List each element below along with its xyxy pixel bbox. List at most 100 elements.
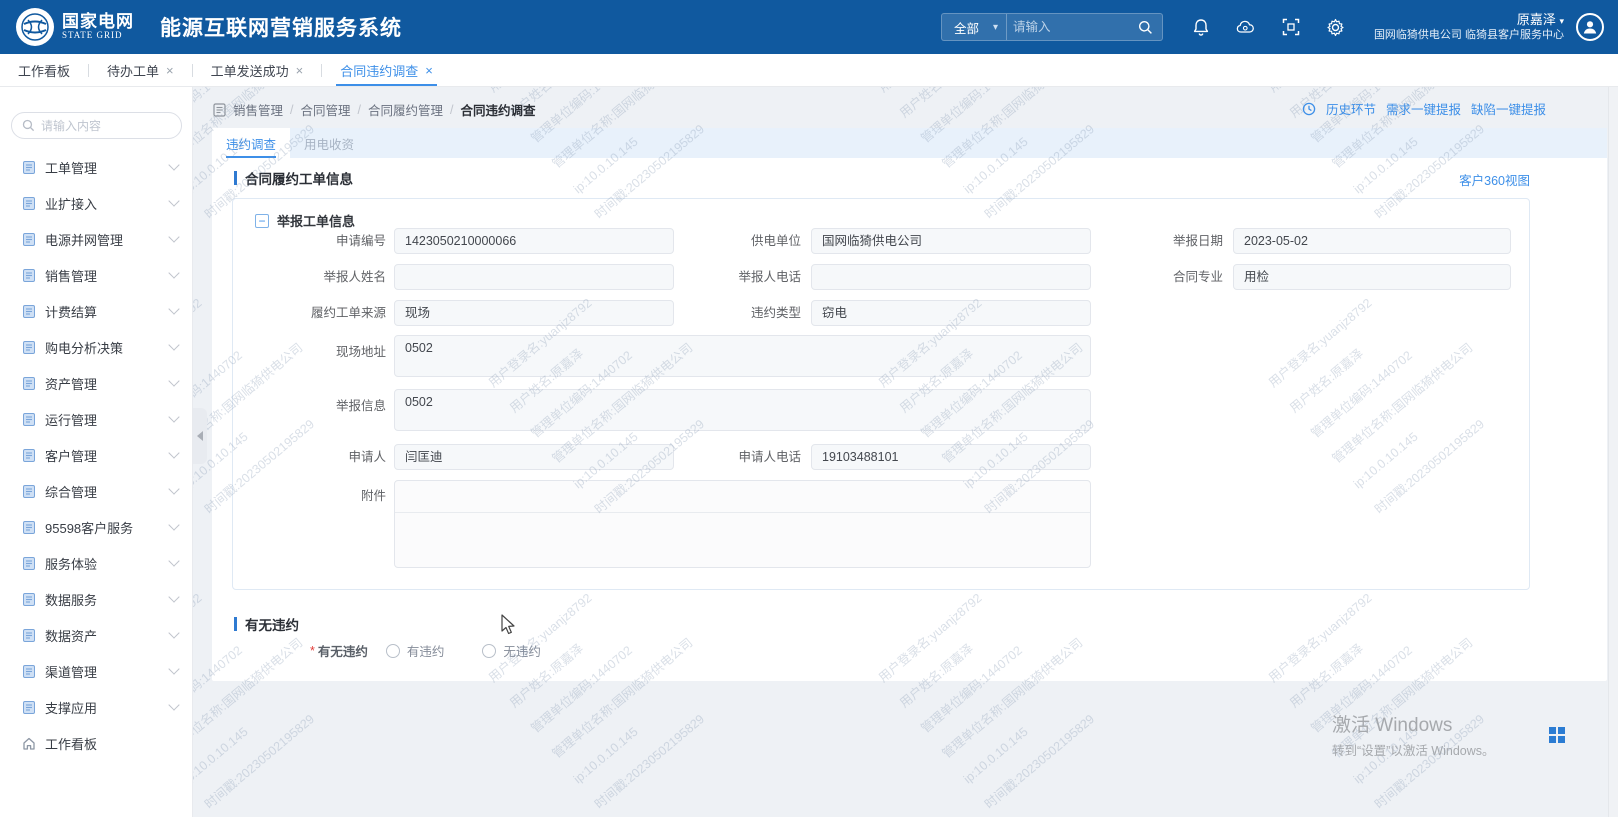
sidebar-item-label: 资产管理: [45, 376, 98, 392]
field-textarea-report-info[interactable]: 0502: [394, 389, 1091, 431]
field-input-order-source[interactable]: 现场: [394, 300, 674, 326]
field-input-breach-type[interactable]: 窃电: [811, 300, 1091, 326]
document-icon: [23, 700, 35, 714]
field-input-apply-no[interactable]: 1423050210000066: [394, 228, 674, 254]
sidebar-item-10[interactable]: 95598客户服务: [0, 509, 192, 545]
field-label-apply-no: 申请编号: [335, 234, 386, 248]
sidebar-item-8[interactable]: 客户管理: [0, 437, 192, 473]
user-org: 国网临猗供电公司 临猗县客户服务中心: [1373, 29, 1564, 42]
group-header[interactable]: − 举报工单信息: [255, 211, 355, 230]
global-search: 全部 ▾: [940, 13, 1163, 41]
sidebar-item-label: 数据服务: [45, 592, 98, 608]
sidebar-item-15[interactable]: 支撑应用: [0, 689, 192, 725]
breach-field-label: 有无违约: [317, 645, 368, 659]
field-textarea-site-address[interactable]: 0502: [394, 335, 1091, 377]
chevron-down-icon: [168, 195, 180, 207]
gear-icon[interactable]: [1326, 17, 1346, 37]
sidebar-item-9[interactable]: 综合管理: [0, 473, 192, 509]
field-label-reporter-phone: 举报人电话: [738, 270, 801, 284]
document-icon: [213, 102, 226, 117]
tab-breach-survey[interactable]: 违约调查: [212, 128, 290, 158]
defect-report-link[interactable]: 缺陷一键提报: [1470, 103, 1546, 117]
sidebar-item-3[interactable]: 销售管理: [0, 257, 192, 293]
required-mark: *: [310, 643, 315, 658]
field-input-applicant[interactable]: 闫匡迪: [394, 444, 674, 470]
breadcrumb-separator: /: [357, 102, 361, 117]
collapse-minus-icon[interactable]: −: [255, 213, 269, 228]
cloud-icon[interactable]: [1236, 17, 1256, 37]
document-icon: [23, 340, 35, 354]
user-info[interactable]: 原嘉泽 ▾ 国网临猗供电公司 临猗县客户服务中心: [1374, 11, 1564, 43]
close-icon[interactable]: ×: [425, 62, 433, 78]
radio-has-breach[interactable]: [385, 643, 400, 658]
sidebar-item-label: 销售管理: [45, 268, 98, 284]
sidebar-item-label: 购电分析决策: [45, 340, 124, 356]
field-input-report-date[interactable]: 2023-05-02: [1233, 228, 1511, 254]
sidebar-item-14[interactable]: 渠道管理: [0, 653, 192, 689]
sidebar-item-label: 工单管理: [45, 160, 98, 176]
fullscreen-scan-icon[interactable]: [1281, 17, 1301, 37]
history-clock-icon: [1302, 102, 1316, 115]
field-input-reporter-phone[interactable]: [811, 264, 1091, 290]
sidebar-item-4[interactable]: 计费结算: [0, 293, 192, 329]
user-name: 原嘉泽: [1516, 11, 1556, 27]
field-label-report-date: 举报日期: [1172, 234, 1223, 248]
customer-360-link[interactable]: 客户360视图: [1459, 174, 1530, 188]
global-search-input[interactable]: [1006, 20, 1138, 34]
sidebar-item-label: 数据资产: [45, 628, 98, 644]
chevron-down-icon: [168, 267, 180, 279]
field-attachment-area[interactable]: [394, 480, 1091, 568]
field-input-supply-org[interactable]: 国网临猗供电公司: [811, 228, 1091, 254]
windows-grid-icon[interactable]: [1549, 727, 1566, 744]
tab-workboard[interactable]: 工作看板: [0, 54, 88, 86]
breadcrumb-item[interactable]: 销售管理: [233, 104, 284, 118]
field-input-applicant-phone[interactable]: 19103488101: [811, 444, 1091, 470]
sidebar-item-2[interactable]: 电源并网管理: [0, 221, 192, 257]
field-input-contract-major[interactable]: 用检: [1233, 264, 1511, 290]
sidebar-item-16[interactable]: 工作看板: [0, 725, 192, 761]
scrollbar-track[interactable]: [1608, 87, 1618, 817]
sidebar-item-5[interactable]: 购电分析决策: [0, 329, 192, 365]
demand-report-link[interactable]: 需求一键提报: [1385, 103, 1461, 117]
app-header: 国家电网 STATE GRID 能源互联网营销服务系统 全部 ▾ 原嘉泽 ▾: [0, 0, 1618, 54]
field-label-reporter-name: 举报人姓名: [323, 270, 386, 284]
tab-power-collection[interactable]: 用电收资: [290, 128, 368, 158]
field-label-site-address: 现场地址: [335, 345, 386, 359]
sidebar-search-input[interactable]: [41, 118, 161, 133]
field-label-attachment: 附件: [360, 489, 386, 503]
radio-no-breach[interactable]: [482, 643, 497, 658]
tab-separator: [191, 63, 193, 77]
sidebar-collapse-handle[interactable]: [193, 408, 207, 464]
sidebar-item-13[interactable]: 数据资产: [0, 617, 192, 653]
field-label-applicant: 申请人: [348, 450, 386, 464]
sidebar-item-11[interactable]: 服务体验: [0, 545, 192, 581]
tab-todo-orders[interactable]: 待办工单 ×: [89, 54, 192, 86]
field-input-reporter-name[interactable]: [394, 264, 674, 290]
history-steps-link[interactable]: 历史环节: [1325, 103, 1376, 117]
sidebar-item-1[interactable]: 业扩接入: [0, 185, 192, 221]
document-icon: [23, 160, 35, 174]
radio-label-has-breach[interactable]: 有违约: [406, 645, 445, 659]
document-icon: [23, 232, 35, 246]
field-label-contract-major: 合同专业: [1172, 270, 1223, 284]
tab-contract-breach-survey[interactable]: 合同违约调查 ×: [322, 54, 451, 86]
chevron-down-icon: ▾: [1559, 15, 1564, 26]
chevron-down-icon: [168, 159, 180, 171]
sidebar-item-0[interactable]: 工单管理: [0, 149, 192, 185]
close-icon[interactable]: ×: [295, 62, 304, 78]
bell-icon[interactable]: [1191, 17, 1211, 37]
sidebar-item-12[interactable]: 数据服务: [0, 581, 192, 617]
chevron-down-icon: [168, 519, 180, 531]
radio-label-no-breach[interactable]: 无违约: [503, 645, 541, 659]
sidebar-item-7[interactable]: 运行管理: [0, 401, 192, 437]
search-icon[interactable]: [1138, 20, 1162, 35]
sidebar-item-label: 支撑应用: [45, 700, 98, 716]
tab-order-sent[interactable]: 工单发送成功 ×: [193, 54, 322, 86]
breadcrumb-item[interactable]: 合同管理: [300, 104, 351, 118]
document-icon: [23, 196, 35, 210]
sidebar-item-6[interactable]: 资产管理: [0, 365, 192, 401]
close-icon[interactable]: ×: [166, 62, 174, 78]
avatar[interactable]: [1576, 13, 1604, 41]
search-scope-select[interactable]: 全部 ▾: [942, 14, 1007, 40]
breadcrumb-item[interactable]: 合同履约管理: [368, 104, 444, 118]
